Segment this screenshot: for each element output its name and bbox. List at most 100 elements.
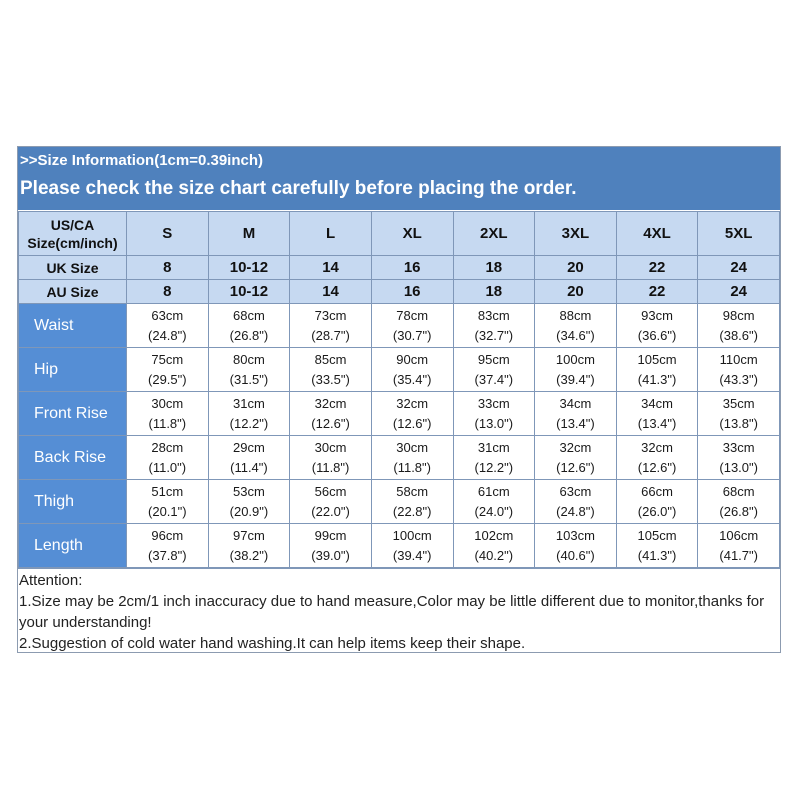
measurement-cell: 96cm (37.8") bbox=[126, 523, 209, 568]
measurement-cell: 31cm (12.2") bbox=[452, 435, 536, 480]
measurement-cell: 100cm (39.4") bbox=[370, 523, 454, 568]
check-size-warning: Please check the size chart carefully be… bbox=[20, 178, 577, 199]
cm-value: 56cm bbox=[314, 483, 347, 499]
measurement-cell: 102cm (40.2") bbox=[452, 523, 536, 568]
size-cell: 14 bbox=[289, 279, 372, 304]
measurement-cell: 31cm (12.2") bbox=[207, 391, 291, 436]
cm-value: 28cm bbox=[151, 439, 184, 455]
measurement-label: Back Rise bbox=[18, 435, 127, 480]
inch-value: (11.8") bbox=[393, 459, 431, 475]
cm-value: 32cm bbox=[641, 439, 673, 455]
inch-value: (24.8") bbox=[148, 327, 187, 343]
measurement-row: Hip 75cm (29.5") 80cm (31.5") 85cm (33.5") 90cm… bbox=[18, 347, 780, 392]
cm-value: 93cm bbox=[641, 307, 673, 323]
measurement-cell: 58cm (22.8") bbox=[370, 479, 454, 524]
inch-value: (11.4") bbox=[230, 459, 268, 475]
size-cell: 24 bbox=[697, 279, 780, 304]
size-cell: 4XL bbox=[615, 211, 699, 256]
cm-value: 105cm bbox=[637, 351, 677, 367]
size-cell: 18 bbox=[452, 279, 536, 304]
cm-value: 105cm bbox=[637, 527, 677, 543]
inch-value: (37.8") bbox=[148, 547, 187, 563]
measurement-row: Thigh 51cm (20.1") 53cm (20.9") 56cm (22.0") 58… bbox=[18, 479, 780, 524]
measurement-cell: 29cm (11.4") bbox=[207, 435, 291, 480]
inch-value: (38.2") bbox=[229, 547, 269, 563]
inch-value: (24.0") bbox=[474, 503, 514, 519]
inch-value: (12.6") bbox=[311, 415, 350, 431]
us-ca-size-row: US/CA Size(cm/inch) S M L XL 2XL 3XL 4XL 5XL bbox=[18, 211, 780, 256]
cm-value: 30cm bbox=[396, 439, 429, 455]
inch-value: (34.6") bbox=[556, 327, 595, 343]
inch-value: (26.8") bbox=[719, 503, 758, 519]
cm-value: 31cm bbox=[233, 395, 265, 411]
measurement-cell: 88cm (34.6") bbox=[534, 303, 617, 348]
cm-value: 30cm bbox=[314, 439, 347, 455]
inch-value: (13.4") bbox=[637, 415, 677, 431]
measurement-cell: 90cm (35.4") bbox=[370, 347, 454, 392]
cm-value: 99cm bbox=[314, 527, 347, 543]
inch-value: (12.6") bbox=[392, 415, 432, 431]
inch-value: (13.0") bbox=[474, 415, 514, 431]
cm-value: 58cm bbox=[396, 483, 429, 499]
cm-value: 97cm bbox=[233, 527, 265, 543]
size-cell: 10-12 bbox=[207, 255, 291, 280]
attention-note: 1.Size may be 2cm/1 inch inaccuracy due … bbox=[19, 593, 765, 631]
cm-value: 32cm bbox=[314, 395, 347, 411]
measurement-cell: 68cm (26.8") bbox=[207, 303, 291, 348]
measurement-cell: 93cm (36.6") bbox=[615, 303, 699, 348]
cm-value: 68cm bbox=[722, 483, 755, 499]
size-cell: 5XL bbox=[697, 211, 780, 256]
measurement-cell: 32cm (12.6") bbox=[534, 435, 617, 480]
measurement-cell: 53cm (20.9") bbox=[207, 479, 291, 524]
measurement-cell: 35cm (13.8") bbox=[697, 391, 780, 436]
cm-value: 34cm bbox=[559, 395, 592, 411]
inch-value: (11.8") bbox=[311, 459, 350, 475]
inch-value: (39.4") bbox=[392, 547, 432, 563]
measurement-cell: 100cm (39.4") bbox=[534, 347, 617, 392]
inch-value: (41.7") bbox=[719, 547, 758, 563]
inch-value: (26.8") bbox=[229, 327, 269, 343]
cm-value: 31cm bbox=[477, 439, 510, 455]
cm-value: 32cm bbox=[559, 439, 592, 455]
cm-value: 63cm bbox=[559, 483, 592, 499]
cm-value: 75cm bbox=[151, 351, 184, 367]
measurement-cell: 97cm (38.2") bbox=[207, 523, 291, 568]
cm-value: 88cm bbox=[559, 307, 592, 323]
measurement-cell: 83cm (32.7") bbox=[452, 303, 536, 348]
measurement-cell: 95cm (37.4") bbox=[452, 347, 536, 392]
size-cell: L bbox=[289, 211, 372, 256]
size-cell: 8 bbox=[126, 279, 209, 304]
measurement-row: Front Rise 30cm (11.8") 31cm (12.2") 32cm (12.… bbox=[18, 391, 780, 436]
measurement-cell: 34cm (13.4") bbox=[615, 391, 699, 436]
size-cell: 24 bbox=[697, 255, 780, 280]
cm-value: 98cm bbox=[722, 307, 755, 323]
measurement-label: Waist bbox=[18, 303, 127, 348]
inch-value: (39.0") bbox=[311, 547, 350, 563]
cm-value: 106cm bbox=[719, 527, 759, 543]
measurement-cell: 103cm (40.6") bbox=[534, 523, 617, 568]
measurement-cell: 66cm (26.0") bbox=[615, 479, 699, 524]
inch-value: (11.8") bbox=[148, 415, 187, 431]
measurement-cell: 73cm (28.7") bbox=[289, 303, 372, 348]
inch-value: (24.8") bbox=[556, 503, 595, 519]
inch-value: (40.2") bbox=[474, 547, 514, 563]
inch-value: (36.6") bbox=[637, 327, 677, 343]
inch-value: (28.7") bbox=[311, 327, 350, 343]
cm-value: 85cm bbox=[314, 351, 347, 367]
measurement-cell: 33cm (13.0") bbox=[697, 435, 780, 480]
inch-value: (29.5") bbox=[148, 371, 187, 387]
size-cell: 20 bbox=[534, 279, 617, 304]
cm-value: 30cm bbox=[151, 395, 184, 411]
uk-size-row: UK Size 8 10-12 14 16 18 20 22 24 bbox=[18, 255, 780, 280]
row-header: UK Size bbox=[18, 255, 127, 280]
measurement-cell: 105cm (41.3") bbox=[615, 347, 699, 392]
measurement-label: Thigh bbox=[18, 479, 127, 524]
cm-value: 61cm bbox=[477, 483, 510, 499]
cm-value: 68cm bbox=[233, 307, 265, 323]
cm-value: 95cm bbox=[477, 351, 510, 367]
measurement-cell: 63cm (24.8") bbox=[534, 479, 617, 524]
inch-value: (12.2") bbox=[474, 459, 514, 475]
size-cell: 22 bbox=[615, 255, 699, 280]
cm-value: 29cm bbox=[233, 439, 265, 455]
attention-notes: Attention: 1.Size may be 2cm/1 inch inacc… bbox=[18, 568, 780, 652]
